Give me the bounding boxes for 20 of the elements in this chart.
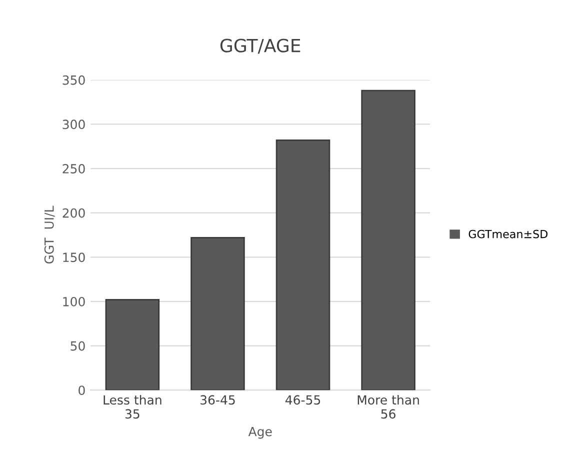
bar: [190, 236, 245, 390]
y-tick-label: 100: [63, 296, 85, 306]
bar: [105, 299, 160, 390]
y-tick-label: 200: [62, 208, 85, 218]
legend-label: GGTmean±SD: [468, 230, 548, 238]
chart-title: GGT/AGE: [220, 38, 300, 54]
x-tick-label: 36-45: [200, 395, 235, 405]
bar: [276, 139, 330, 390]
y-tick-label: 250: [62, 164, 85, 174]
y-tick-label: 50: [70, 341, 85, 351]
y-tick-label: 0: [78, 386, 85, 396]
x-axis-title: Age: [248, 426, 272, 439]
x-tick-label: Less than 35: [104, 394, 162, 419]
x-tick-label: More than 56: [358, 394, 419, 419]
y-tick-label: 350: [62, 75, 85, 85]
y-tick-label: 300: [62, 120, 85, 130]
x-tick-label: 46-55: [285, 395, 320, 405]
y-tick-label: 150: [63, 252, 85, 262]
y-axis-title: GGT UI/L: [44, 206, 55, 264]
bar: [361, 90, 416, 390]
